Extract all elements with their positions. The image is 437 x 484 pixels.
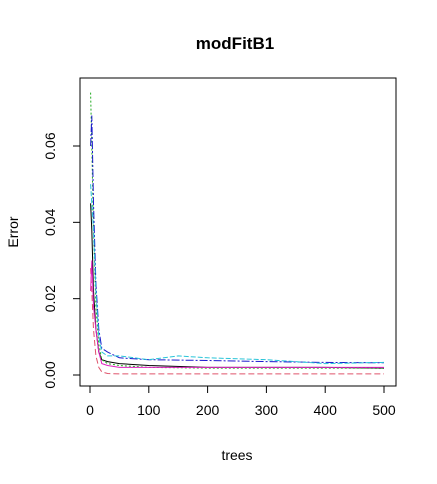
y-tick-label: 0.04 (42, 208, 58, 235)
x-tick-label: 100 (137, 402, 161, 418)
x-tick-label: 400 (314, 402, 338, 418)
x-tick-label: 0 (86, 402, 94, 418)
y-axis-label: Error (5, 216, 21, 247)
y-axis: 0.00 0.02 0.04 0.06 (42, 132, 81, 389)
plot-area (90, 92, 385, 375)
x-axis: 0 100 200 300 400 500 (86, 385, 396, 418)
x-tick-label: 300 (255, 402, 279, 418)
series-line-6 (90, 260, 384, 368)
series-line-5 (90, 184, 385, 365)
plot-frame (79, 77, 397, 387)
series-line-1 (90, 203, 385, 369)
x-tick-label: 500 (372, 402, 396, 418)
y-tick-label: 0.02 (42, 285, 58, 312)
x-axis-label: trees (221, 447, 252, 463)
series-line-2 (90, 268, 384, 375)
chart-title: modFitB1 (196, 34, 274, 53)
x-tick-label: 200 (196, 402, 220, 418)
y-tick-label: 0.06 (42, 132, 58, 159)
y-tick-label: 0.00 (42, 361, 58, 388)
series-line-3 (90, 92, 384, 369)
series-line-4 (90, 115, 385, 364)
